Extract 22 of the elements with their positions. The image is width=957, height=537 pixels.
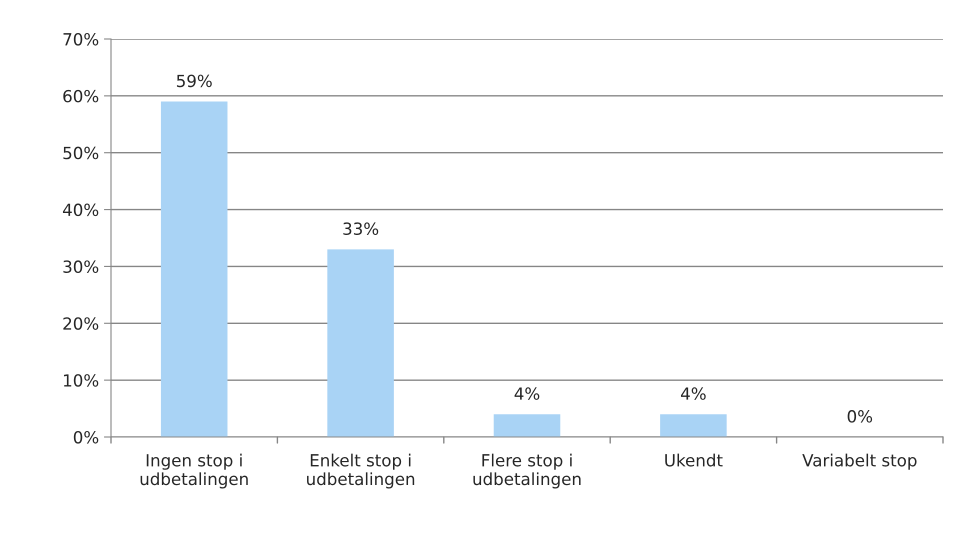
y-tick-label: 40% — [62, 204, 98, 216]
y-tick-label: 60% — [63, 90, 98, 102]
bar — [494, 414, 560, 437]
y-tick-label: 10% — [64, 374, 98, 387]
data-label: 0% — [848, 410, 872, 423]
y-tick-label: 30% — [63, 260, 98, 273]
data-label: 33% — [343, 222, 378, 236]
bar — [660, 414, 727, 437]
bar — [160, 102, 228, 437]
x-tick-label: Enkelt stop i udbetalingen — [307, 454, 414, 488]
y-tick-label: 70% — [64, 32, 98, 46]
data-label: 4% — [514, 387, 540, 400]
x-tick-label: Ukendt — [665, 454, 723, 467]
x-tick-label: Flere stop i udbetalingen — [473, 454, 581, 488]
data-label: 4% — [680, 387, 706, 400]
y-tick-label: 20% — [63, 317, 98, 330]
y-tick-label: 0% — [74, 430, 98, 444]
y-tick-label: 50% — [63, 146, 98, 160]
x-tick-label: Ingen stop i udbetalingen — [140, 454, 248, 488]
bar — [327, 249, 394, 437]
x-tick-label: Variabelt stop — [802, 454, 917, 470]
data-label: 59% — [176, 74, 212, 88]
